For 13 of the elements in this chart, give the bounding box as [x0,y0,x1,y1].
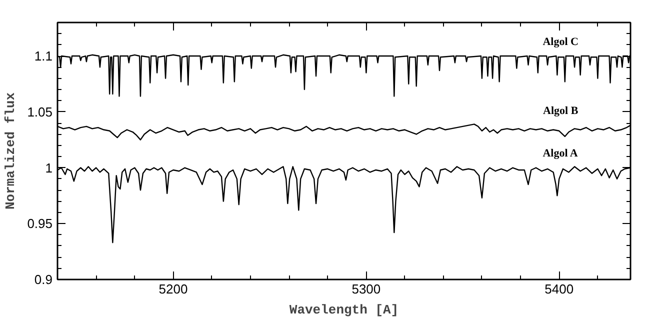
y-axis-title: Normalized flux [3,92,18,210]
x-tick-label: 5300 [352,282,381,296]
series-label: Algol B [543,105,579,118]
y-tick-label: 1 [45,160,53,176]
x-axis-title: Wavelength [A] [289,302,399,318]
legend-label: Algol C [542,36,579,48]
x-tick-label: 5200 [158,282,188,296]
x-tick-label: 5400 [544,282,574,296]
y-tick-label: 1.1 [34,48,53,64]
series-label: Algol A [542,148,578,160]
y-tick-label: 0.9 [34,272,53,287]
y-tick-label: 1.05 [27,104,53,120]
y-tick-label: 0.95 [27,216,53,232]
